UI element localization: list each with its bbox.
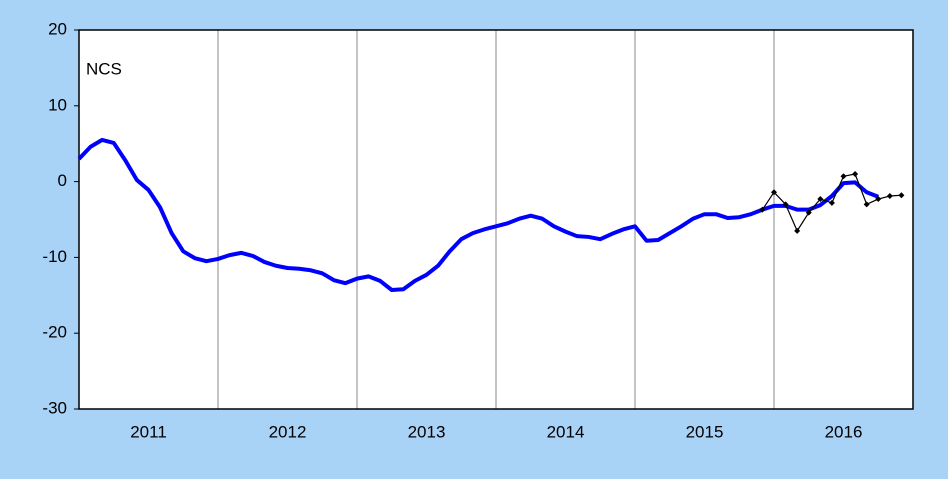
point bbox=[863, 201, 870, 208]
point bbox=[771, 189, 777, 196]
point bbox=[817, 196, 824, 203]
annotation: NCS bbox=[86, 59, 122, 78]
y-tick-label: 10 bbox=[48, 95, 67, 114]
point bbox=[852, 171, 859, 178]
x-tick-label: 2011 bbox=[130, 422, 167, 441]
point bbox=[759, 206, 766, 213]
x-tick-label: 2014 bbox=[547, 422, 585, 441]
y-tick-label: 0 bbox=[58, 171, 67, 190]
point bbox=[898, 192, 905, 199]
y-tick-label: -10 bbox=[42, 247, 67, 266]
point bbox=[840, 173, 847, 180]
point bbox=[782, 201, 789, 208]
x-tick-label: 2015 bbox=[686, 422, 724, 441]
y-tick-label: -30 bbox=[42, 398, 67, 417]
plot-border bbox=[78, 29, 914, 410]
y-tick-label: -20 bbox=[42, 323, 67, 342]
point bbox=[828, 199, 835, 206]
x-tick-label: 2013 bbox=[408, 422, 446, 441]
point bbox=[805, 209, 812, 216]
x-tick-label: 2012 bbox=[269, 422, 307, 441]
point bbox=[875, 196, 882, 203]
y-tick-label: 20 bbox=[48, 19, 67, 38]
point bbox=[886, 193, 893, 200]
x-tick-label: 2016 bbox=[825, 422, 863, 441]
series-line bbox=[77, 137, 879, 292]
point bbox=[794, 227, 801, 234]
